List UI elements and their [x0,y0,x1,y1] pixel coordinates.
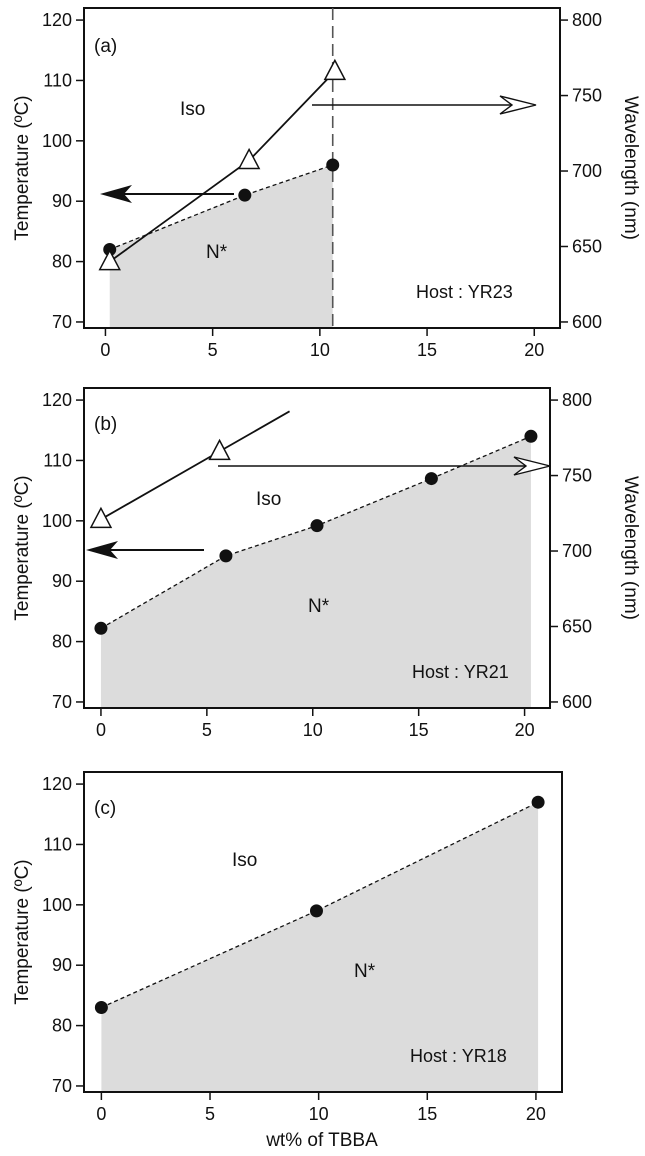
wavelength-point [237,147,261,170]
y2-tick-label: 750 [562,466,592,486]
region-label-nstar: N* [308,596,330,617]
host-label: Host : YR21 [412,662,509,682]
y-tick-label: 100 [42,895,72,915]
y-tick-label: 110 [43,450,72,470]
panel-label: (b) [94,414,117,435]
y-axis-title: Temperature (ºC) [12,95,33,240]
region-label-iso: Iso [180,99,205,120]
x-axis-title: wt% of TBBA [265,1130,378,1151]
y-tick-label: 80 [52,1016,72,1036]
x-tick-label: 0 [96,1104,106,1124]
axis-ticks: 0 5 10 15 20 70 80 90 100 110 120 [42,774,546,1124]
panel-c: 0 5 10 15 20 70 80 90 100 110 120 (c) Iso N* Host … [12,771,563,1151]
plot-frame [83,7,561,329]
y-tick-label: 70 [52,1076,72,1096]
panel-a: 0 5 10 15 20 70 80 90 100 110 120 600 650 700 750 800 (… [12,7,641,360]
y2-tick-label: 600 [562,692,592,712]
y-axis-title: Temperature (ºC) [12,859,33,1004]
temperature-point [531,795,545,809]
wavelength-point [89,506,113,529]
y-tick-label: 90 [52,571,72,591]
x-tick-label: 0 [100,340,110,360]
panel-b: 0 5 10 15 20 70 80 90 100 110 120 600 650 700 750 800 (… [12,387,641,740]
x-tick-label: 10 [303,720,323,740]
y-tick-label: 70 [52,312,72,332]
x-tick-label: 10 [309,1104,329,1124]
wavelength-point [98,248,121,271]
x-tick-label: 0 [96,720,106,740]
plot-frame [83,387,551,709]
temperature-dashed-line [101,801,539,1009]
nstar-region-fill [101,802,539,1092]
temperature-point [309,904,323,918]
nstar-region-fill [100,436,531,708]
right-axis-arrow-head [513,456,551,476]
left-axis-arrow-head [86,541,118,559]
right-axis-arrow-head [499,95,537,115]
y2-axis-title: Wavelength (nm) [620,476,641,620]
temperature-point [94,621,108,635]
y2-tick-label: 800 [562,390,592,410]
temperature-point [326,158,340,172]
y-tick-label: 120 [42,390,72,410]
region-label-nstar: N* [206,242,228,263]
temperature-point [94,1000,108,1014]
plot-frame [83,771,563,1093]
host-label: Host : YR23 [416,282,513,302]
y-tick-label: 120 [42,10,72,30]
temperature-point [524,429,538,443]
y2-tick-label: 700 [572,161,602,181]
y-tick-label: 90 [52,955,72,975]
x-tick-label: 15 [417,340,437,360]
panel-label: (c) [94,798,116,819]
x-tick-label: 15 [409,720,429,740]
x-tick-label: 15 [417,1104,437,1124]
region-label-iso: Iso [256,489,281,510]
y-tick-label: 100 [42,511,72,531]
temperature-point [424,472,438,486]
axis-ticks: 0 5 10 15 20 70 80 90 100 110 120 600 650 700 750 800 [42,390,592,740]
y-tick-label: 110 [43,834,72,854]
x-tick-label: 5 [205,1104,215,1124]
x-tick-label: 10 [310,340,330,360]
y2-tick-label: 750 [572,86,602,106]
y2-tick-label: 800 [572,10,602,30]
y2-tick-label: 650 [572,236,602,256]
x-tick-label: 20 [515,720,535,740]
axis-ticks: 0 5 10 15 20 70 80 90 100 110 120 600 650 700 750 800 [42,10,602,360]
temperature-point [238,188,252,202]
wavelength-point [323,58,347,81]
y-tick-label: 110 [43,70,72,90]
nstar-region-fill [109,164,333,328]
x-tick-label: 20 [526,1104,546,1124]
y-tick-label: 70 [52,692,72,712]
left-axis-arrow-head [100,185,132,203]
y-tick-label: 80 [52,252,72,272]
y-tick-label: 80 [52,632,72,652]
region-label-nstar: N* [354,961,376,982]
temperature-point [219,549,233,563]
y-tick-label: 100 [42,131,72,151]
x-tick-label: 5 [208,340,218,360]
x-tick-label: 5 [202,720,212,740]
y2-tick-label: 700 [562,541,592,561]
x-tick-label: 20 [524,340,544,360]
y2-axis-title: Wavelength (nm) [620,96,641,240]
temperature-point [310,519,324,533]
y-tick-label: 90 [52,191,72,211]
panel-label: (a) [94,36,117,57]
host-label: Host : YR18 [410,1046,507,1066]
region-label-iso: Iso [232,850,257,871]
wavelength-point [208,438,231,461]
y-tick-label: 120 [42,774,72,794]
y2-tick-label: 650 [562,616,592,636]
y2-tick-label: 600 [572,312,602,332]
y-axis-title: Temperature (ºC) [12,475,33,620]
